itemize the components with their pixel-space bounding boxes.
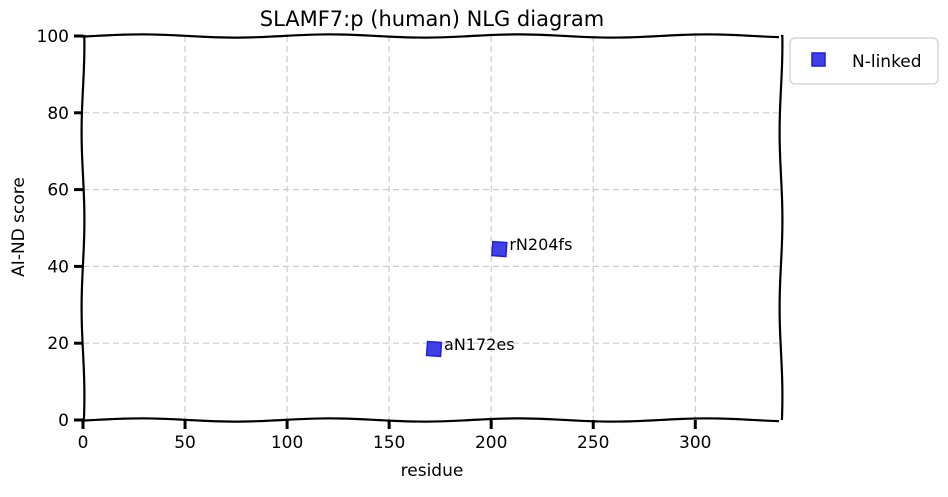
y-tick-label: 100 [37,27,69,47]
data-point-label: aN172es [444,335,514,354]
x-tick-label: 200 [475,433,507,453]
y-tick-label: 40 [47,257,69,277]
y-tick-label: 20 [47,334,69,354]
data-point-label: rN204fs [509,235,572,254]
axis-ticks: 0 50 100 150 200 250 300 0 20 40 60 80 100 [37,27,712,453]
x-tick-label: 50 [174,433,196,453]
chart-title: SLAMF7:p (human) NLG diagram [260,7,605,31]
frame-right [778,34,784,421]
x-tick-label: 300 [679,433,711,453]
y-tick-label: 80 [47,104,69,124]
y-axis-label: AI-ND score [9,177,29,277]
data-points: aN172es rN204fs [425,235,572,358]
legend-box [789,37,939,85]
frame-top [81,33,780,39]
frame-left [80,34,86,421]
data-point [491,240,508,258]
legend-label-n-linked: N-linked [852,52,922,72]
x-tick-label: 100 [271,433,303,453]
y-tick-label: 60 [47,181,69,201]
legend: N-linked [789,37,939,85]
plot-frame [80,33,784,423]
x-tick-label: 250 [577,433,609,453]
frame-bottom [81,417,780,423]
grid [83,36,781,420]
legend-marker-n-linked [811,52,826,67]
x-tick-label: 0 [78,433,89,453]
data-point [425,340,443,358]
x-axis-label: residue [401,461,464,481]
x-tick-label: 150 [373,433,405,453]
y-tick-label: 0 [58,411,69,431]
